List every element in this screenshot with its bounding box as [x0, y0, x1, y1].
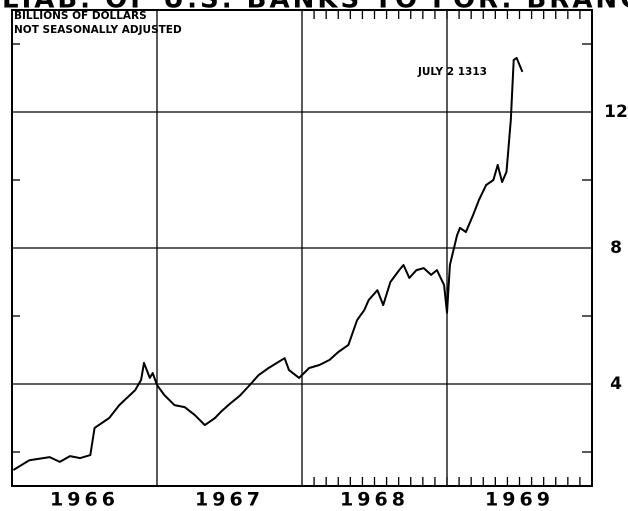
- x-tick-label: 1968: [340, 489, 409, 511]
- annotation: JULY 2 1313: [417, 66, 487, 78]
- y-tick-label: 8: [610, 238, 622, 258]
- x-tick-label: 1966: [50, 489, 119, 511]
- data-line: [12, 56, 524, 471]
- y-tick-label: 12: [604, 102, 628, 122]
- x-tick-label: 1969: [485, 489, 554, 511]
- y-axis-label: NOT SEASONALLY ADJUSTED: [14, 24, 182, 36]
- y-axis-label: BILLIONS OF DOLLARS: [14, 10, 147, 22]
- y-tick-label: 4: [610, 374, 622, 394]
- x-tick-label: 1967: [195, 489, 264, 511]
